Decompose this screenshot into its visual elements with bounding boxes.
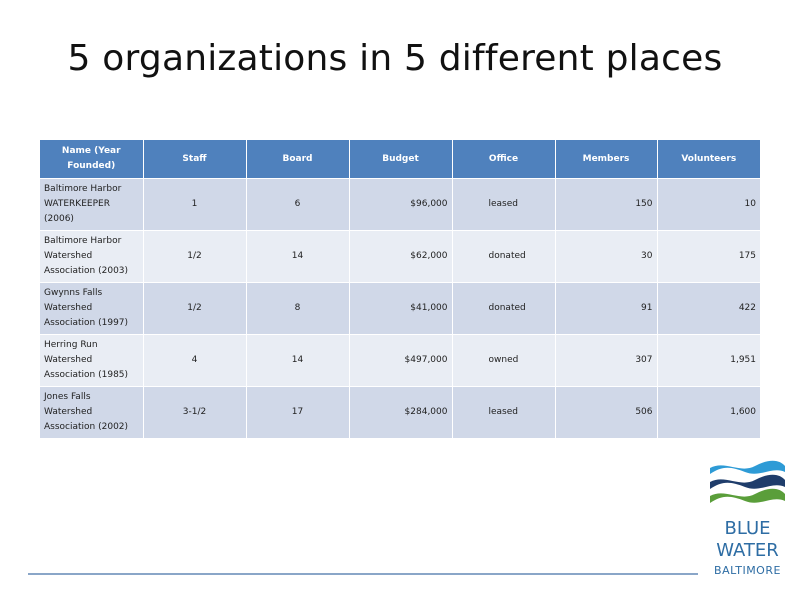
waves-icon: [710, 460, 785, 503]
cell-staff: 1: [143, 178, 247, 231]
cell-budget: $62,000: [349, 230, 453, 283]
cell-name: Herring Run Watershed Association (1985): [40, 334, 144, 387]
cell-volunteers: 10: [657, 178, 760, 231]
table-row: Gwynns Falls Watershed Association (1997…: [40, 282, 760, 335]
table-row: Herring Run Watershed Association (1985)…: [40, 334, 760, 387]
cell-board: 17: [246, 386, 350, 438]
cell-office: donated: [452, 282, 556, 335]
header-name: Name (Year Founded): [40, 140, 144, 179]
table-header-row: Name (Year Founded) Staff Board Budget O…: [40, 140, 760, 179]
cell-members: 91: [555, 282, 658, 335]
cell-office: leased: [452, 178, 556, 231]
header-budget: Budget: [349, 140, 453, 179]
cell-members: 30: [555, 230, 658, 283]
footer-divider: [28, 573, 698, 575]
cell-staff: 1/2: [143, 230, 247, 283]
cell-office: owned: [452, 334, 556, 387]
cell-board: 8: [246, 282, 350, 335]
cell-members: 150: [555, 178, 658, 231]
cell-name: Baltimore Harbor Watershed Association (…: [40, 230, 144, 283]
cell-board: 14: [246, 230, 350, 283]
header-office: Office: [452, 140, 556, 179]
table-row: Baltimore Harbor Watershed Association (…: [40, 230, 760, 283]
cell-members: 506: [555, 386, 658, 438]
header-volunteers: Volunteers: [657, 140, 760, 179]
header-members: Members: [555, 140, 658, 179]
logo-line3: BALTIMORE: [714, 564, 781, 577]
cell-board: 14: [246, 334, 350, 387]
cell-name: Jones Falls Watershed Association (2002): [40, 386, 144, 438]
cell-budget: $41,000: [349, 282, 453, 335]
cell-board: 6: [246, 178, 350, 231]
cell-staff: 3-1/2: [143, 386, 247, 438]
cell-volunteers: 1,951: [657, 334, 760, 387]
cell-volunteers: 1,600: [657, 386, 760, 438]
header-board: Board: [246, 140, 350, 179]
logo-line2: WATER: [716, 540, 779, 561]
cell-members: 307: [555, 334, 658, 387]
header-staff: Staff: [143, 140, 247, 179]
logo-line1: BLUE: [724, 518, 771, 539]
cell-office: donated: [452, 230, 556, 283]
cell-staff: 1/2: [143, 282, 247, 335]
blue-water-baltimore-logo: BLUE WATER BALTIMORE: [700, 460, 795, 585]
cell-volunteers: 422: [657, 282, 760, 335]
cell-name: Gwynns Falls Watershed Association (1997…: [40, 282, 144, 335]
cell-volunteers: 175: [657, 230, 760, 283]
slide-title: 5 organizations in 5 different places: [67, 38, 723, 79]
table-row: Baltimore Harbor WATERKEEPER (2006) 1 6 …: [40, 178, 760, 231]
cell-budget: $96,000: [349, 178, 453, 231]
cell-name: Baltimore Harbor WATERKEEPER (2006): [40, 178, 144, 231]
cell-budget: $284,000: [349, 386, 453, 438]
table-row: Jones Falls Watershed Association (2002)…: [40, 386, 760, 438]
organizations-table: Name (Year Founded) Staff Board Budget O…: [40, 140, 760, 438]
cell-budget: $497,000: [349, 334, 453, 387]
cell-staff: 4: [143, 334, 247, 387]
cell-office: leased: [452, 386, 556, 438]
